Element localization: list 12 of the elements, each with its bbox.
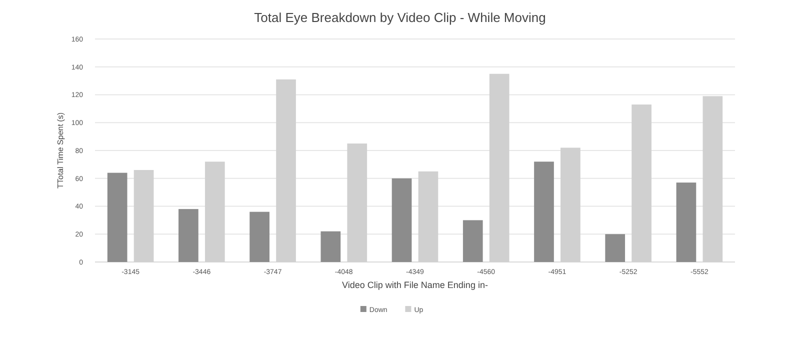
y-axis-title: TTotal Time Spent (s) bbox=[56, 112, 65, 189]
bar bbox=[392, 178, 412, 262]
bar bbox=[320, 231, 341, 262]
bar bbox=[534, 162, 554, 262]
bar bbox=[250, 212, 270, 262]
x-axis-title: Video Clip with File Name Ending in- bbox=[342, 280, 488, 290]
chart-title: Total Eye Breakdown by Video Clip - While Moving bbox=[254, 10, 546, 25]
bar bbox=[178, 209, 198, 262]
bar bbox=[676, 182, 696, 262]
bar bbox=[107, 172, 128, 262]
bar bbox=[605, 234, 626, 262]
bar bbox=[462, 220, 483, 262]
